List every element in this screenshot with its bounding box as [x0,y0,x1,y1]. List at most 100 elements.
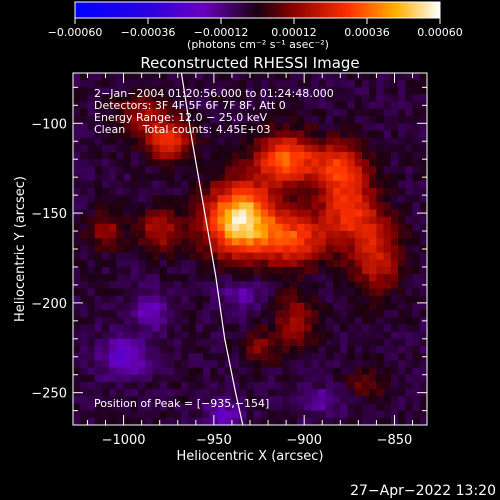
heatmap-cell [152,252,161,261]
heatmap-cell [174,202,182,210]
heatmap-cell [217,101,226,110]
heatmap-cell [253,367,262,376]
heatmap-cell [210,266,218,275]
heatmap-cell [109,231,117,239]
heatmap-cell [195,80,204,88]
heatmap-cell [217,116,226,124]
heatmap-cell [224,223,233,232]
heatmap-cell [138,396,146,404]
heatmap-cell [318,403,327,412]
colorbar-unit-label: (photons cm⁻² s⁻¹ asec⁻²) [187,38,329,51]
heatmap-cell [412,360,421,368]
heatmap-cell [159,266,168,275]
heatmap-cell [116,80,124,88]
heatmap-cell [239,417,247,425]
heatmap-cell [123,417,132,425]
heatmap-cell [253,195,262,203]
heatmap-cell [116,310,124,318]
heatmap-cell [87,94,96,103]
heatmap-cell [275,166,283,174]
heatmap-cell [101,80,110,88]
heatmap-cell [195,389,204,397]
heatmap-cell [246,223,255,232]
heatmap-cell [412,108,421,117]
heatmap-cell [94,266,103,275]
heatmap-cell [123,389,132,397]
heatmap-cell [109,389,117,397]
heatmap-cell [159,80,168,88]
heatmap-cell [376,108,385,117]
heatmap-cell [203,288,211,297]
heatmap-cell [94,360,103,368]
heatmap-cell [318,396,327,404]
heatmap-cell [405,166,413,174]
heatmap-cell [383,123,392,131]
heatmap-cell [87,331,96,340]
heatmap-cell [361,80,370,88]
heatmap-cell [181,310,189,318]
heatmap-cell [304,137,312,146]
heatmap-cell [87,238,96,246]
heatmap-cell [253,417,262,425]
heatmap-cell [217,231,226,239]
heatmap-cell [390,152,399,160]
heatmap-cell [376,281,385,289]
heatmap-cell [80,73,88,81]
heatmap-cell [109,396,117,404]
heatmap-cell [268,353,276,361]
heatmap-cell [130,130,139,139]
heatmap-cell [246,94,255,103]
heatmap-cell [181,123,189,131]
heatmap-cell [376,295,385,304]
heatmap-cell [325,144,334,153]
heatmap-cell [419,310,427,318]
heatmap-cell [166,331,175,340]
heatmap-cell [217,187,226,196]
heatmap-cell [311,166,320,174]
heatmap-cell [101,101,110,110]
heatmap-cell [354,245,363,253]
heatmap-cell [419,331,427,340]
heatmap-cell [174,295,182,304]
heatmap-cell [210,396,218,404]
heatmap-cell [246,374,255,383]
heatmap-cell [94,281,103,289]
heatmap-cell [383,381,392,390]
heatmap-cell [231,159,240,167]
heatmap-cell [304,144,312,153]
heatmap-cell [361,123,370,131]
heatmap-cell [383,274,392,282]
heatmap-cell [73,288,81,297]
heatmap-cell [246,317,255,325]
heatmap-cell [152,367,161,376]
heatmap-cell [166,281,175,289]
heatmap-cell [333,180,341,189]
heatmap-cell [260,360,269,368]
heatmap-cell [130,166,139,174]
heatmap-cell [419,130,427,139]
heatmap-cell [138,281,146,289]
heatmap-cell [203,338,211,347]
heatmap-cell [130,417,139,425]
heatmap-cell [289,353,298,361]
heatmap-cell [268,123,276,131]
heatmap-cell [246,130,255,139]
heatmap-cell [296,338,305,347]
heatmap-cell [174,173,182,182]
heatmap-cell [94,180,103,189]
heatmap-cell [361,245,370,253]
heatmap-cell [181,338,189,347]
heatmap-cell [296,281,305,289]
heatmap-cell [311,353,320,361]
heatmap-cell [398,223,406,232]
heatmap-cell [181,73,189,81]
heatmap-cell [123,245,132,253]
heatmap-cell [354,209,363,218]
heatmap-cell [398,389,406,397]
heatmap-cell [289,259,298,268]
heatmap-cell [354,187,363,196]
heatmap-cell [195,353,204,361]
heatmap-cell [152,187,161,196]
heatmap-cell [296,87,305,95]
heatmap-cell [304,223,312,232]
